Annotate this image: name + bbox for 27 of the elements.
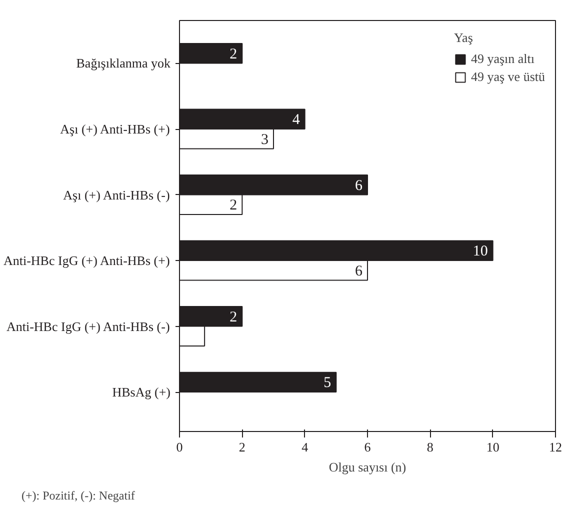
legend-label: 49 yaş ve üstü: [470, 69, 545, 85]
y-tick-label: Anti-HBc IgG (+) Anti-HBs (+): [3, 253, 170, 268]
data-label: 2: [230, 198, 238, 214]
text: (+): Pozitif, (-): Negatif: [22, 488, 135, 502]
data-label: 6: [355, 263, 363, 280]
legend-label: 49 yaşın altı: [470, 51, 535, 67]
y-tick-label: Aşı (+) Anti-HBs (+): [60, 122, 170, 137]
data-label: 3: [261, 132, 268, 148]
data-label: 2: [230, 309, 238, 326]
y-tick-label: Anti-HBc IgG (+) Anti-HBs (-): [6, 318, 170, 334]
x-axis-title: Olgu sayısı (n): [328, 460, 406, 474]
data-label: 2: [230, 46, 238, 62]
data-label: 6: [355, 178, 363, 194]
data-label: 5: [324, 375, 332, 392]
x-tick-label: 8: [426, 440, 434, 454]
data-label: 4: [292, 112, 300, 128]
y-tick-label: HBsAg (+): [112, 384, 171, 400]
x-tick-label: 10: [486, 440, 500, 454]
legend-title: Yaş: [454, 30, 474, 46]
y-tick-label: Bağışıklanma yok: [76, 56, 171, 71]
x-tick-label: 12: [549, 440, 562, 454]
x-tick-label: 6: [364, 440, 372, 454]
x-tick-label: 2: [238, 440, 246, 454]
x-tick-label: 0: [176, 440, 183, 454]
y-tick-label: Aşı (+) Anti-HBs (-): [63, 187, 170, 202]
x-tick-label: 4: [302, 440, 309, 454]
data-label: 10: [472, 244, 488, 260]
